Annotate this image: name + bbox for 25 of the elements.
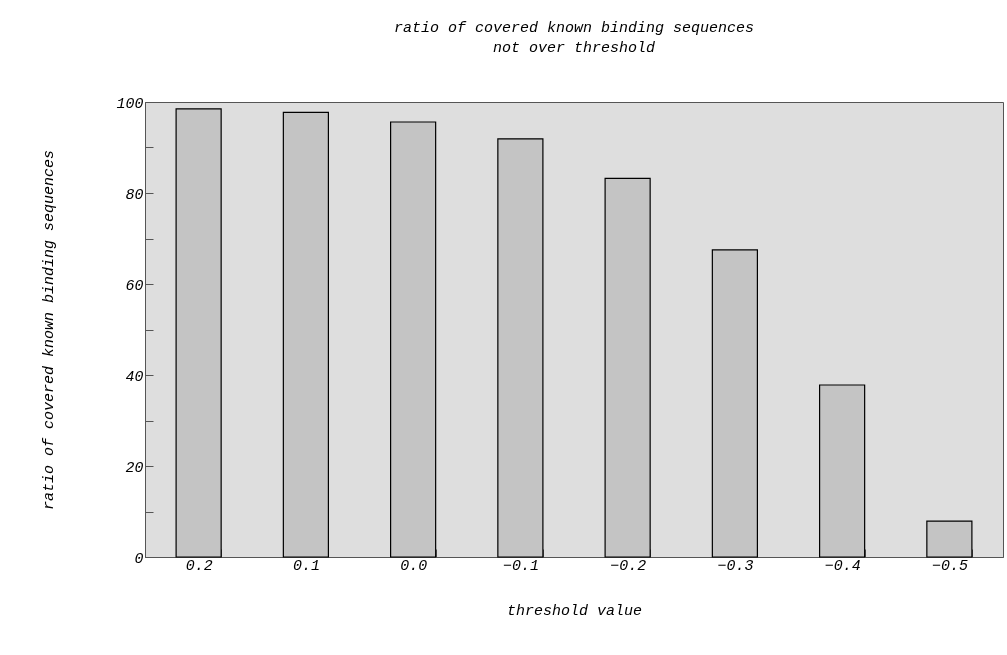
y-axis-title: ratio of covered known binding sequences (41, 149, 59, 511)
y-tick-label: 100 (116, 95, 144, 113)
x-tick-label: 0.1 (292, 557, 320, 575)
bar (604, 177, 651, 558)
x-tick-label: 0.0 (400, 557, 428, 575)
bar (175, 108, 222, 558)
x-axis-title: threshold value (506, 602, 643, 620)
y-tick-label: 60 (125, 277, 144, 295)
chart-title: ratio of covered known binding sequences not over threshold (393, 20, 755, 57)
x-tick-label: −0.1 (502, 557, 539, 575)
x-tick-label: −0.5 (931, 557, 968, 575)
bar (390, 121, 437, 558)
x-tick-label: −0.2 (610, 557, 647, 575)
y-tick-label: 40 (125, 368, 144, 386)
y-tick-label: 20 (125, 459, 144, 477)
bar (819, 384, 866, 558)
bar (926, 520, 973, 558)
x-tick-label: −0.4 (824, 557, 861, 575)
bar (282, 111, 329, 558)
x-tick-label: −0.3 (717, 557, 754, 575)
x-tick-label: 0.2 (185, 557, 213, 575)
bar (497, 138, 544, 558)
y-tick-label: 80 (125, 186, 144, 204)
bar (711, 249, 758, 558)
y-tick-label: 0 (134, 550, 144, 568)
